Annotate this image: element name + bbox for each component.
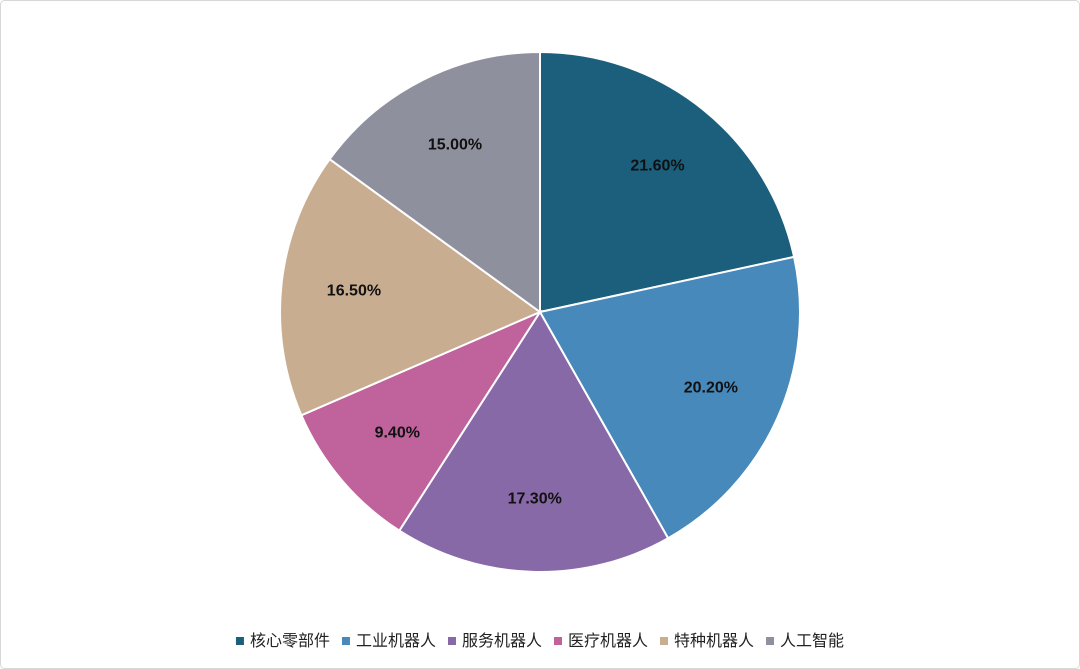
pie-slice [279, 157, 543, 417]
pie-slice [328, 50, 541, 314]
value-label: 17.30% [508, 490, 562, 507]
legend-marker [341, 637, 350, 645]
legend-label: 医疗机器人 [568, 632, 648, 650]
value-label: 15.00% [428, 136, 482, 153]
legend-marker [554, 637, 562, 645]
legend-label: 工业机器人 [356, 632, 436, 650]
value-label: 20.20% [684, 380, 738, 397]
legend-marker [766, 637, 775, 645]
pie-slice [397, 310, 670, 573]
legend-marker [235, 637, 244, 645]
legend-marker [660, 637, 669, 645]
legend-label: 核心零部件 [250, 632, 330, 650]
pie-slice [539, 50, 796, 314]
pie-slice [538, 255, 801, 540]
pie: 21.60% 20.20% 17.30% 9.40% 16.50% 15.00% [279, 50, 801, 573]
legend-label: 人工智能 [780, 632, 844, 650]
value-label: 9.40% [375, 424, 420, 441]
legend-label: 服务机器人 [462, 632, 542, 650]
legend-marker [447, 637, 456, 645]
value-label: 21.60% [630, 157, 684, 174]
pie-slice [300, 309, 543, 533]
value-label: 16.50% [327, 283, 381, 300]
legend-label: 特种机器人 [674, 632, 754, 650]
legend: 核心零部件 工业机器人 服务机器人 医疗机器人 特种机器人 人工智能 [235, 632, 844, 650]
